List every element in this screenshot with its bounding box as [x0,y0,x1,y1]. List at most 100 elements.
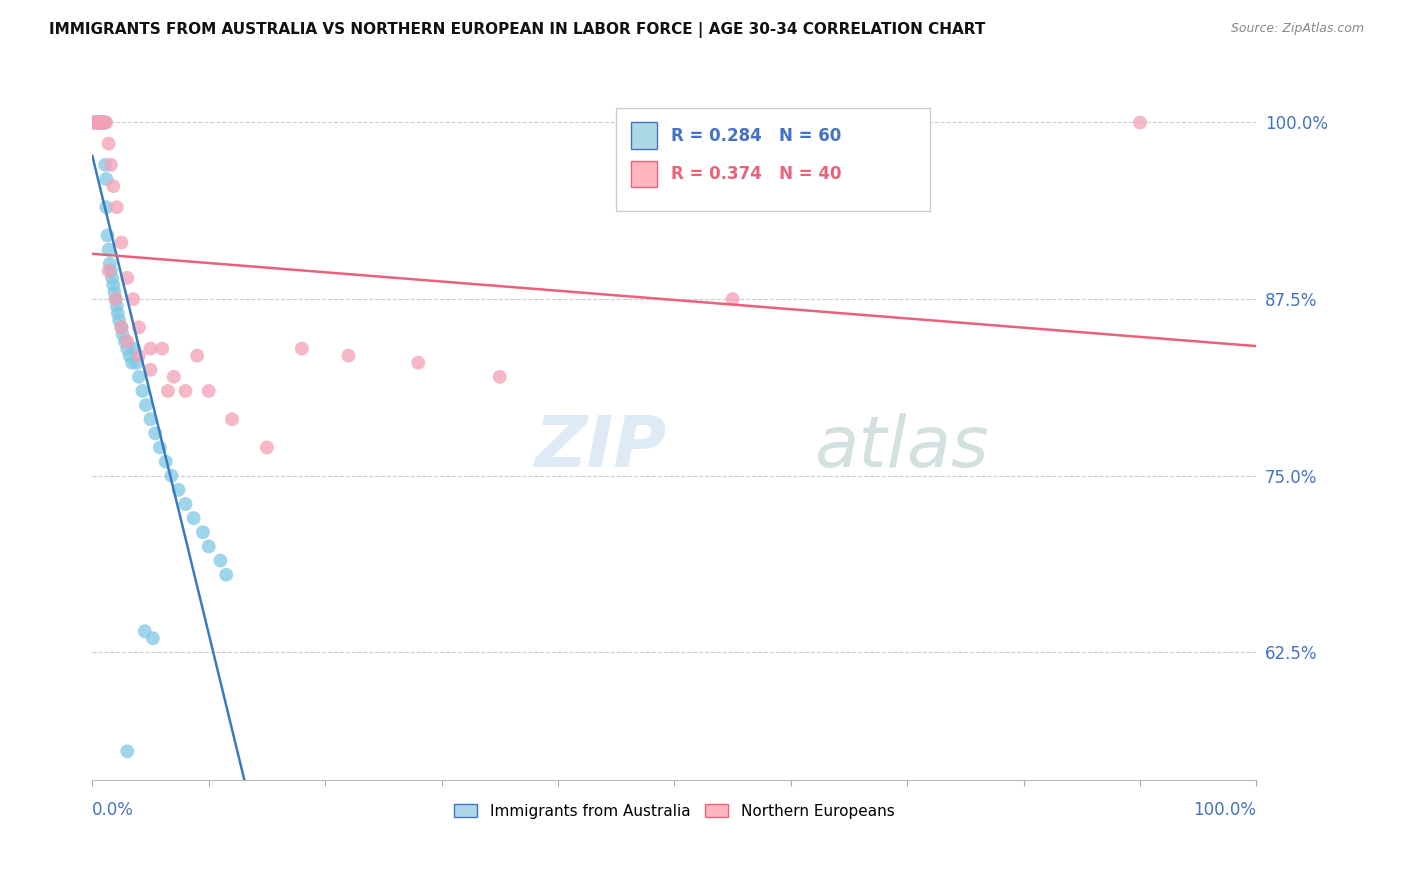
Northern Europeans [156,384,179,398]
Northern Europeans [105,200,128,214]
Immigrants from Australia [128,369,150,384]
Immigrants from Australia [103,285,125,299]
Northern Europeans [186,349,208,363]
Northern Europeans [122,292,145,306]
Northern Europeans [128,349,150,363]
Northern Europeans [1129,115,1152,129]
Immigrants from Australia [100,264,122,278]
Immigrants from Australia [97,243,120,257]
Northern Europeans [117,334,139,349]
Immigrants from Australia [93,115,115,129]
Immigrants from Australia [114,334,136,349]
Immigrants from Australia [89,115,111,129]
Immigrants from Australia [84,115,107,129]
Immigrants from Australia [122,342,145,356]
Text: ZIP: ZIP [534,413,666,482]
Immigrants from Australia [98,257,121,271]
Immigrants from Australia [118,349,141,363]
Immigrants from Australia [117,342,139,356]
Northern Europeans [89,115,111,129]
Bar [631,122,657,149]
Immigrants from Australia [103,277,125,292]
Northern Europeans [488,369,510,384]
Immigrants from Australia [209,553,232,567]
Legend: Immigrants from Australia, Northern Europeans: Immigrants from Australia, Northern Euro… [449,797,900,825]
Immigrants from Australia [111,327,134,342]
Northern Europeans [97,264,120,278]
Immigrants from Australia [139,412,162,426]
Northern Europeans [291,342,314,356]
Northern Europeans [337,349,360,363]
Immigrants from Australia [86,115,108,129]
Northern Europeans [93,115,115,129]
Northern Europeans [117,271,139,285]
Immigrants from Australia [107,306,129,320]
Northern Europeans [90,115,112,129]
Northern Europeans [83,115,105,129]
Text: 100.0%: 100.0% [1194,801,1257,819]
Immigrants from Australia [89,115,111,129]
Northern Europeans [406,356,429,370]
Immigrants from Australia [155,455,177,469]
Immigrants from Australia [167,483,190,497]
Immigrants from Australia [174,497,197,511]
Immigrants from Australia [108,313,131,327]
Immigrants from Australia [96,200,118,214]
Immigrants from Australia [215,567,238,582]
Northern Europeans [721,292,744,306]
Northern Europeans [86,115,108,129]
Immigrants from Australia [96,228,118,243]
Text: atlas: atlas [814,413,988,482]
Northern Europeans [110,320,132,334]
Northern Europeans [163,369,186,384]
Text: R = 0.374   N = 40: R = 0.374 N = 40 [671,165,841,183]
Immigrants from Australia [191,525,214,540]
Immigrants from Australia [149,441,172,455]
Immigrants from Australia [91,115,114,129]
Immigrants from Australia [131,384,153,398]
Immigrants from Australia [134,624,156,639]
Northern Europeans [100,158,122,172]
Immigrants from Australia [121,356,143,370]
Immigrants from Australia [94,158,117,172]
Northern Europeans [128,320,150,334]
Northern Europeans [221,412,243,426]
Immigrants from Australia [104,292,127,306]
Immigrants from Australia [91,115,114,129]
Northern Europeans [97,136,120,151]
Immigrants from Australia [94,115,117,129]
Text: 0.0%: 0.0% [93,801,134,819]
Immigrants from Australia [143,426,166,441]
Immigrants from Australia [110,320,132,334]
Immigrants from Australia [96,172,118,186]
Northern Europeans [197,384,219,398]
Immigrants from Australia [89,115,111,129]
Immigrants from Australia [89,115,111,129]
Immigrants from Australia [90,115,112,129]
Northern Europeans [91,115,114,129]
Immigrants from Australia [93,115,115,129]
Immigrants from Australia [183,511,205,525]
Immigrants from Australia [86,115,108,129]
Immigrants from Australia [125,356,148,370]
Northern Europeans [89,115,111,129]
Northern Europeans [139,342,162,356]
FancyBboxPatch shape [616,108,931,211]
Northern Europeans [110,235,132,250]
Immigrants from Australia [82,115,104,129]
Immigrants from Australia [87,115,110,129]
Immigrants from Australia [89,115,111,129]
Northern Europeans [96,115,118,129]
Northern Europeans [103,179,125,194]
Bar [631,161,657,187]
Immigrants from Australia [197,540,219,554]
Immigrants from Australia [160,468,183,483]
Immigrants from Australia [117,744,139,758]
Northern Europeans [139,363,162,377]
Text: R = 0.284   N = 60: R = 0.284 N = 60 [671,127,841,145]
Immigrants from Australia [90,115,112,129]
Immigrants from Australia [83,115,105,129]
Northern Europeans [174,384,197,398]
Immigrants from Australia [142,632,165,646]
Northern Europeans [87,115,110,129]
